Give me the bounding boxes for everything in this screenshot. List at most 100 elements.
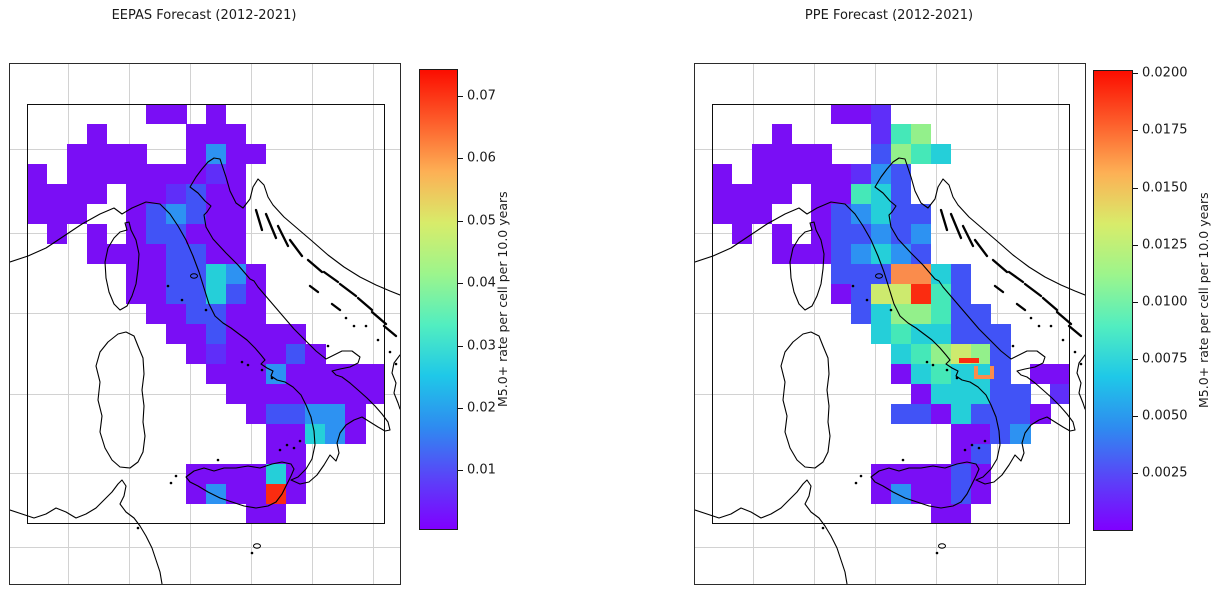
heatmap-cell: [86, 144, 107, 165]
heatmap-cell: [186, 344, 207, 365]
heatmap-cell: [831, 164, 852, 185]
heatmap-cell: [206, 304, 227, 325]
heatmap-cell: [126, 184, 147, 205]
heatmap-cell: [771, 144, 792, 165]
heatmap-cell: [910, 264, 932, 285]
heatmap-cell: [811, 144, 832, 165]
panel-title-ppe: PPE Forecast (2012-2021): [804, 8, 974, 23]
heatmap-cell: [990, 344, 1011, 365]
heatmap-cell: [225, 204, 247, 225]
heatmap-cell: [851, 104, 872, 125]
heatmap-cell: [930, 504, 952, 525]
heatmap-cell: [206, 264, 227, 285]
heatmap-cell: [126, 164, 147, 185]
heatmap-cell: [950, 424, 971, 445]
heatmap-cell: [851, 224, 872, 245]
heatmap-cell: [891, 464, 912, 485]
heatmap-cell: [345, 404, 366, 425]
heatmap-cell: [265, 504, 286, 525]
heatmap-subcell: [990, 366, 994, 379]
heatmap-cell: [910, 464, 932, 485]
heatmap-cell: [791, 244, 812, 265]
heatmap-cell: [225, 184, 247, 205]
heatmap-cell: [771, 164, 792, 185]
heatmap-cell: [166, 304, 187, 325]
heatmap-cell: [325, 364, 346, 385]
heatmap-cell: [970, 484, 991, 505]
heatmap-cell: [106, 164, 127, 185]
heatmap-cell: [891, 304, 912, 325]
colorbar-tick: [458, 96, 463, 98]
heatmap-cell: [186, 224, 207, 245]
colorbar-tick: [458, 470, 463, 472]
heatmap-cell: [225, 324, 247, 345]
heatmap-cell: [146, 264, 167, 285]
heatmap-cell: [86, 224, 107, 245]
heatmap-cell: [325, 424, 346, 445]
heatmap-cell: [950, 504, 971, 525]
colorbar-ppe: [1093, 70, 1133, 531]
heatmap-cell: [126, 224, 147, 245]
heatmap-cell: [970, 404, 991, 425]
heatmap-cell: [811, 164, 832, 185]
heatmap-cell: [245, 344, 267, 365]
heatmap-cell: [126, 204, 147, 225]
heatmap-cell: [86, 124, 107, 145]
heatmap-cell: [871, 164, 892, 185]
heatmap-cell: [265, 344, 286, 365]
heatmap-cell: [930, 324, 952, 345]
heatmap-cell: [891, 224, 912, 245]
heatmap-cell: [791, 164, 812, 185]
heatmap-cell: [166, 284, 187, 305]
heatmap-cell: [851, 264, 872, 285]
colorbar-tick: [1133, 130, 1138, 132]
heatmap-cell: [891, 204, 912, 225]
heatmap-cell: [166, 204, 187, 225]
graticule-line: [312, 64, 313, 584]
heatmap-cell: [831, 224, 852, 245]
heatmap-cell: [126, 144, 147, 165]
heatmap-cell: [851, 244, 872, 265]
heatmap-cell: [186, 144, 207, 165]
heatmap-cell: [751, 144, 773, 165]
heatmap-cell: [245, 324, 267, 345]
heatmap-cell: [245, 464, 267, 485]
heatmap-cell: [930, 364, 952, 385]
heatmap-cell: [1030, 404, 1051, 425]
heatmap-cell: [930, 144, 952, 165]
heatmap-cell: [831, 204, 852, 225]
heatmap-cell: [871, 244, 892, 265]
heatmap-cell: [285, 384, 306, 405]
heatmap-cell: [186, 244, 207, 265]
heatmap-cell: [206, 364, 227, 385]
heatmap-cell: [265, 464, 286, 485]
graticule-line: [695, 547, 1085, 548]
heatmap-cell: [166, 184, 187, 205]
heatmap-cell: [970, 324, 991, 345]
colorbar-tick-label: 0.04: [467, 275, 496, 291]
heatmap-cell: [66, 164, 88, 185]
heatmap-cell: [871, 264, 892, 285]
heatmap-cell: [851, 284, 872, 305]
heatmap-cell: [751, 204, 773, 225]
colorbar-tick: [458, 158, 463, 160]
heatmap-cell: [930, 284, 952, 305]
heatmap-cell: [345, 424, 366, 445]
heatmap-cell: [751, 184, 773, 205]
heatmap-cell: [106, 144, 127, 165]
heatmap-cell: [851, 304, 872, 325]
heatmap-cell: [811, 204, 832, 225]
heatmap-cell: [731, 224, 753, 245]
heatmap-cell: [265, 324, 286, 345]
colorbar-tick: [1133, 473, 1138, 475]
colorbar-tick: [458, 407, 463, 409]
heatmap-cell: [950, 264, 971, 285]
heatmap-cell: [891, 344, 912, 365]
heatmap-cell: [285, 464, 306, 485]
heatmap-cell: [186, 464, 207, 485]
heatmap-cell: [245, 284, 267, 305]
heatmap-cell: [245, 304, 267, 325]
colorbar-tick: [458, 345, 463, 347]
heatmap-cell: [206, 224, 227, 245]
heatmap-cell: [305, 364, 326, 385]
